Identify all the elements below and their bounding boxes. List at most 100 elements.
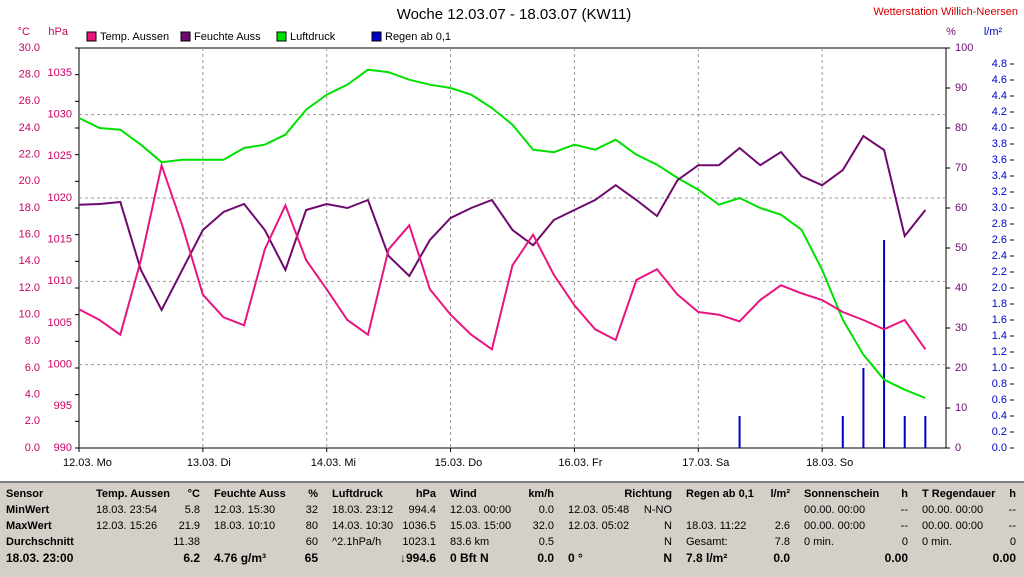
table-cell: Wind km/h [450, 486, 554, 502]
y-tick-label: 20.0 [19, 175, 40, 187]
cell-text: 12.03. 00:00 [450, 504, 512, 516]
y3-tick-label: 50 [955, 242, 967, 254]
cell-text: N [663, 551, 672, 565]
rain-bar [841, 416, 844, 448]
cell-text: ^2.1hPa/h [332, 536, 382, 548]
legend-swatch [86, 31, 97, 42]
cell-text: MaxWert [6, 520, 52, 532]
table-cell: Sonnenschein h [804, 486, 908, 502]
axis-unit: l/m² [984, 26, 1003, 38]
cell-text: 18.03. 11:22 [686, 520, 747, 532]
y4-tick-label: 2.6 [992, 234, 1007, 246]
plot-area [78, 47, 947, 449]
table-cell: 0 min. 0 [922, 534, 1016, 550]
y4-tick-label: 3.4 [992, 170, 1007, 182]
table-cell: Feuchte Auss% [214, 486, 318, 502]
table-cell: 00.00. 00:00 -- [922, 518, 1016, 534]
y4-tick-label: 3.6 [992, 154, 1007, 166]
table-cell: 0.00 [922, 550, 1016, 566]
y4-tick-label: 1.0 [992, 362, 1007, 374]
cell-text: 0.5 [538, 536, 554, 548]
y2-tick-label: 990 [54, 442, 72, 454]
table-cell: 0 min. 0 [804, 534, 908, 550]
axis-unit: °C [18, 26, 30, 38]
table-cell: MaxWert [6, 518, 82, 534]
chart-title: Woche 12.03.07 - 18.03.07 (KW11) [397, 6, 632, 23]
y3-tick-label: 70 [955, 162, 967, 174]
y3-tick-label: 40 [955, 282, 967, 294]
cell-text: 0 Bft N [450, 551, 489, 565]
cell-text: 83.6 km [450, 536, 490, 548]
cell-text: 0 ° [568, 551, 583, 565]
y2-tick-label: 1030 [48, 109, 72, 121]
legend-swatch [276, 31, 287, 42]
cell-text: 12.03. 05:48 [568, 504, 630, 516]
table-cell: 18.03. 23:12 994.4 [332, 502, 436, 518]
y-tick-label: 26.0 [19, 95, 40, 107]
legend-label: Regen ab 0,1 [385, 31, 451, 43]
y4-tick-label: 0.0 [992, 442, 1007, 454]
cell-text: MinWert [6, 504, 50, 516]
cell-text: N-NO [643, 504, 672, 516]
cell-text: N [664, 536, 672, 548]
cell-text: Temp. Aussen [96, 488, 170, 500]
x-tick-label: 17.03. Sa [682, 457, 730, 469]
cell-text: Sonnenschein [804, 488, 880, 500]
cell-text: 11.38 [173, 536, 200, 548]
y4-tick-label: 0.2 [992, 426, 1007, 438]
y-tick-label: 12.0 [19, 282, 40, 294]
y3-tick-label: 100 [955, 42, 973, 54]
y-tick-label: 22.0 [19, 149, 40, 161]
cell-text: N [664, 520, 672, 532]
x-tick-label: 14.03. Mi [311, 457, 356, 469]
summary-table: Sensor Temp. Aussen °C Feuchte Auss% Luftdru… [0, 481, 1024, 577]
cell-text: 5.8 [184, 504, 200, 516]
y-tick-label: 4.0 [25, 389, 40, 401]
cell-text: 0.00 [992, 551, 1016, 565]
table-cell: 6.2 [96, 550, 200, 566]
cell-text: l/m² [770, 488, 790, 500]
y2-tick-label: 995 [54, 400, 72, 412]
cell-text: 1036.5 [402, 520, 436, 532]
y-tick-label: 6.0 [25, 362, 40, 374]
axis-unit: hPa [48, 26, 68, 38]
y-tick-label: 28.0 [19, 69, 40, 81]
y4-tick-label: 4.0 [992, 122, 1007, 134]
table-cell: Luftdruck hPa [332, 486, 436, 502]
table-cell: Richtung [568, 486, 672, 502]
cell-text: 0.00 [884, 551, 908, 565]
y2-tick-label: 1025 [48, 150, 72, 162]
y-tick-label: 18.0 [19, 202, 40, 214]
y3-tick-label: 10 [955, 402, 967, 414]
y4-tick-label: 4.4 [992, 90, 1007, 102]
table-cell: 12.03. 15:26 21.9 [96, 518, 200, 534]
y3-tick-label: 0 [955, 442, 961, 454]
cell-text: 0 min. [922, 536, 952, 548]
y4-tick-label: 4.2 [992, 106, 1007, 118]
y4-tick-label: 3.0 [992, 202, 1007, 214]
table-cell: N [568, 534, 672, 550]
cell-text: 12.03. 15:30 [214, 504, 276, 516]
y2-tick-label: 1005 [48, 317, 72, 329]
table-cell: 0 Bft N 0.0 [450, 550, 554, 566]
y-tick-label: 10.0 [19, 309, 40, 321]
table-cell: 18.03. 23:00 [6, 550, 82, 566]
cell-text: hPa [415, 488, 436, 500]
table-cell: 18.03. 23:54 5.8 [96, 502, 200, 518]
y2-tick-label: 1000 [48, 359, 72, 371]
series-line [78, 134, 927, 313]
y4-tick-label: 4.6 [992, 74, 1007, 86]
table-cell: Temp. Aussen °C [96, 486, 200, 502]
cell-text: 65 [304, 551, 318, 565]
y3-tick-label: 30 [955, 322, 967, 334]
y3-tick-label: 80 [955, 122, 967, 134]
table-cell: 15.03. 15:00 32.0 [450, 518, 554, 534]
cell-text: 00.00. 00:00 [804, 504, 866, 516]
y4-tick-label: 0.8 [992, 378, 1007, 390]
cell-text: 32.0 [532, 520, 554, 532]
cell-text: T Regendauer [922, 488, 996, 500]
table-cell: 0.00 [804, 550, 908, 566]
cell-text: 18.03. 23:00 [6, 551, 74, 565]
y4-tick-label: 0.4 [992, 410, 1007, 422]
